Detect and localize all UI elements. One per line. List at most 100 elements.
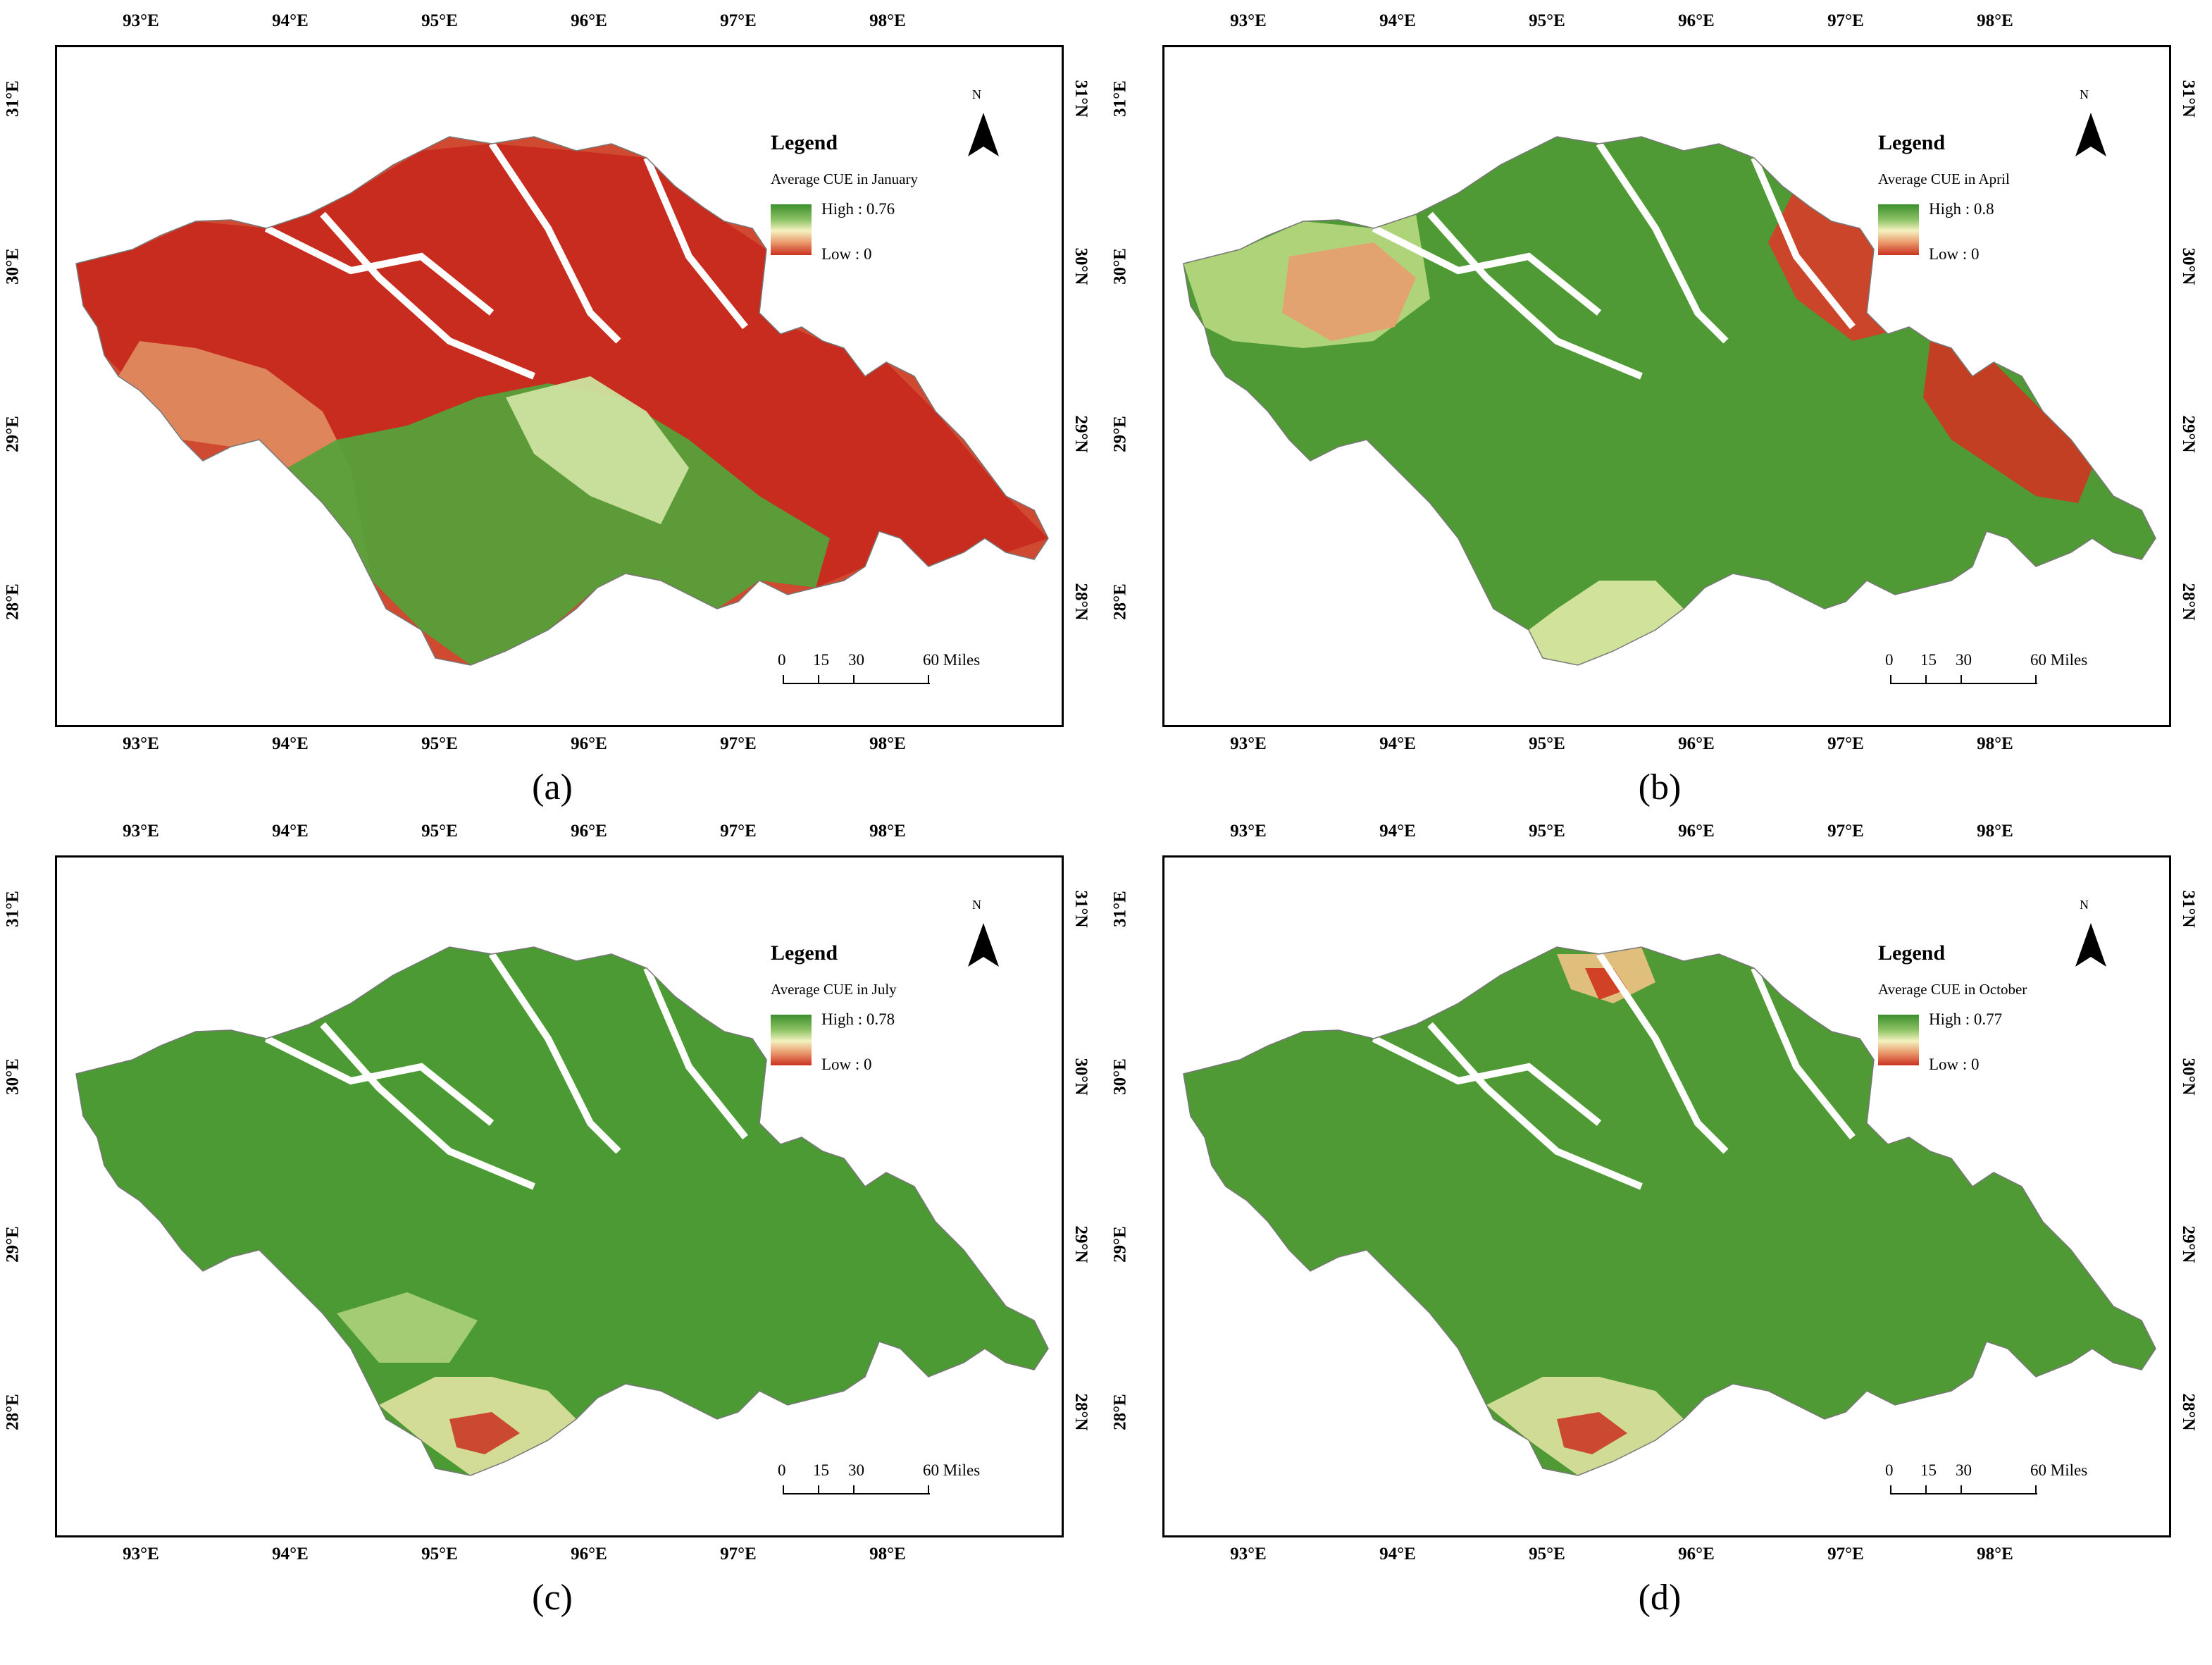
no-data-gap-0 <box>264 225 495 316</box>
lon-tick-label: 96°E <box>571 11 607 30</box>
no-data-gap-3 <box>1427 211 1643 380</box>
legend-high-label: High : 0.78 <box>821 1010 895 1028</box>
no-data-gap-1 <box>1596 142 1729 344</box>
lat-tick-label-right: 28°N <box>2178 583 2198 621</box>
lon-tick-label: 98°E <box>1977 822 2013 841</box>
lon-tick-label: 94°E <box>272 1545 309 1564</box>
lat-tick-label-right: 30°N <box>1071 247 1091 285</box>
lat-tick-label-left: 31°E <box>1110 80 1130 117</box>
lon-tick-label: 93°E <box>123 1545 159 1564</box>
cue-raster-map <box>75 136 1049 666</box>
lat-tick-label-left: 31°E <box>3 80 23 117</box>
scale-bar-label: 0 <box>778 1461 786 1479</box>
legend-high-label: High : 0.77 <box>1929 1010 2003 1028</box>
lon-tick-label: 97°E <box>720 822 757 841</box>
legend-high-label: High : 0.8 <box>1929 200 1994 218</box>
no-data-gap-1 <box>1596 952 1729 1154</box>
lat-tick-label-left: 28°E <box>1110 583 1130 620</box>
scale-bar-label: 15 <box>1920 651 1937 669</box>
north-arrow-icon <box>2075 923 2106 967</box>
legend-color-ramp <box>771 204 812 255</box>
lat-tick-label-left: 31°E <box>3 891 23 927</box>
scale-bar-label: 0 <box>778 651 786 669</box>
lat-tick-label-left: 30°E <box>1110 248 1130 285</box>
cue-zone-2 <box>287 383 830 665</box>
cue-zone-1 <box>118 341 372 581</box>
lon-tick-label: 98°E <box>1977 1545 2013 1564</box>
cue-raster-map <box>75 946 1049 1476</box>
no-data-gap-0 <box>1372 225 1602 316</box>
lon-tick-label: 96°E <box>1678 11 1715 30</box>
lat-tick-label-right: 30°N <box>1071 1058 1091 1096</box>
map-panel-a: 93°E 93°E 94°E 94°E 95°E 95°E 96°E 96°E 97°E 97°E… <box>0 0 1105 831</box>
north-label: N <box>972 87 981 101</box>
lon-tick-label: 95°E <box>1529 1545 1565 1564</box>
no-data-gap-3 <box>320 211 535 380</box>
lat-tick-label-right: 28°N <box>1071 1393 1091 1431</box>
lon-tick-label: 95°E <box>1529 734 1565 753</box>
lon-tick-label: 98°E <box>869 1545 906 1564</box>
lon-tick-label: 96°E <box>1678 734 1715 753</box>
scale-bar-label: 30 <box>1956 651 1972 669</box>
scale-bar-label: 15 <box>1920 1461 1937 1479</box>
lon-tick-label: 94°E <box>272 822 309 841</box>
north-label: N <box>2080 87 2089 101</box>
no-data-gap-3 <box>320 1022 535 1190</box>
lon-tick-label: 93°E <box>1230 1545 1267 1564</box>
no-data-gap-2 <box>1751 967 1856 1140</box>
lat-tick-label-left: 28°E <box>3 1394 23 1430</box>
cue-zone-1 <box>1768 186 1909 341</box>
no-data-gap-2 <box>643 967 748 1140</box>
lon-tick-label: 94°E <box>1379 11 1416 30</box>
lat-tick-label-left: 29°E <box>3 416 23 452</box>
lon-tick-label: 97°E <box>1827 1545 1864 1564</box>
lon-tick-label: 97°E <box>1827 11 1864 30</box>
lat-tick-label-left: 29°E <box>3 1226 23 1263</box>
lat-tick-label-right: 31°N <box>2178 80 2198 118</box>
cue-base-fill <box>1183 137 2156 665</box>
scale-bar-label: 30 <box>848 651 864 669</box>
lat-tick-label-left: 28°E <box>3 583 23 620</box>
lon-tick-label: 94°E <box>1379 734 1416 753</box>
lon-tick-label: 96°E <box>571 734 607 753</box>
lon-tick-label: 97°E <box>720 1545 757 1564</box>
map-panel-b: 93°E 93°E 94°E 94°E 95°E 95°E 96°E 96°E 97°E 97°E… <box>1107 0 2212 831</box>
legend-title: Legend <box>771 131 838 154</box>
lon-tick-label: 97°E <box>720 11 757 30</box>
legend-subtitle: Average CUE in October <box>1878 981 2027 998</box>
lon-tick-label: 95°E <box>1529 11 1565 30</box>
lon-tick-label: 95°E <box>421 1545 458 1564</box>
legend-title: Legend <box>1878 131 1946 154</box>
lat-tick-label-right: 28°N <box>2178 1393 2198 1431</box>
legend-color-ramp <box>771 1015 812 1065</box>
lat-tick-label-right: 29°N <box>1071 415 1091 453</box>
scale-bar-label: 30 <box>848 1461 864 1479</box>
legend-subtitle: Average CUE in January <box>771 171 918 187</box>
no-data-gap-3 <box>1427 1022 1643 1190</box>
lat-tick-label-right: 29°N <box>2178 415 2198 453</box>
lat-tick-label-left: 29°E <box>1110 416 1130 452</box>
lon-tick-label: 94°E <box>272 734 309 753</box>
lon-tick-label: 93°E <box>123 822 159 841</box>
map-panel-c: 93°E 93°E 94°E 94°E 95°E 95°E 96°E 96°E 97°E 97°E… <box>0 810 1105 1642</box>
region-boundary <box>1183 946 2156 1476</box>
lon-tick-label: 93°E <box>1230 734 1267 753</box>
lat-tick-label-right: 31°N <box>2178 890 2198 928</box>
lon-tick-label: 93°E <box>123 11 159 30</box>
legend-subtitle: Average CUE in July <box>771 981 897 998</box>
cue-zone-1 <box>449 1412 520 1454</box>
lon-tick-label: 98°E <box>1977 734 2013 753</box>
scale-bar-label: 0 <box>1885 651 1894 669</box>
scale-bar-label: 15 <box>813 651 829 669</box>
legend-color-ramp <box>1878 204 1919 255</box>
lat-tick-label-left: 30°E <box>3 1058 23 1095</box>
cue-raster-map <box>1183 946 2156 1476</box>
legend-low-label: Low : 0 <box>821 1056 872 1073</box>
lon-tick-label: 93°E <box>123 734 159 753</box>
lon-tick-label: 96°E <box>1678 822 1715 841</box>
lat-tick-label-right: 29°N <box>1071 1225 1091 1263</box>
panel-label: (a) <box>532 767 573 807</box>
cue-zone-3 <box>506 376 689 524</box>
scale-bar-label: 0 <box>1885 1461 1894 1479</box>
legend-color-ramp <box>1878 1015 1919 1065</box>
